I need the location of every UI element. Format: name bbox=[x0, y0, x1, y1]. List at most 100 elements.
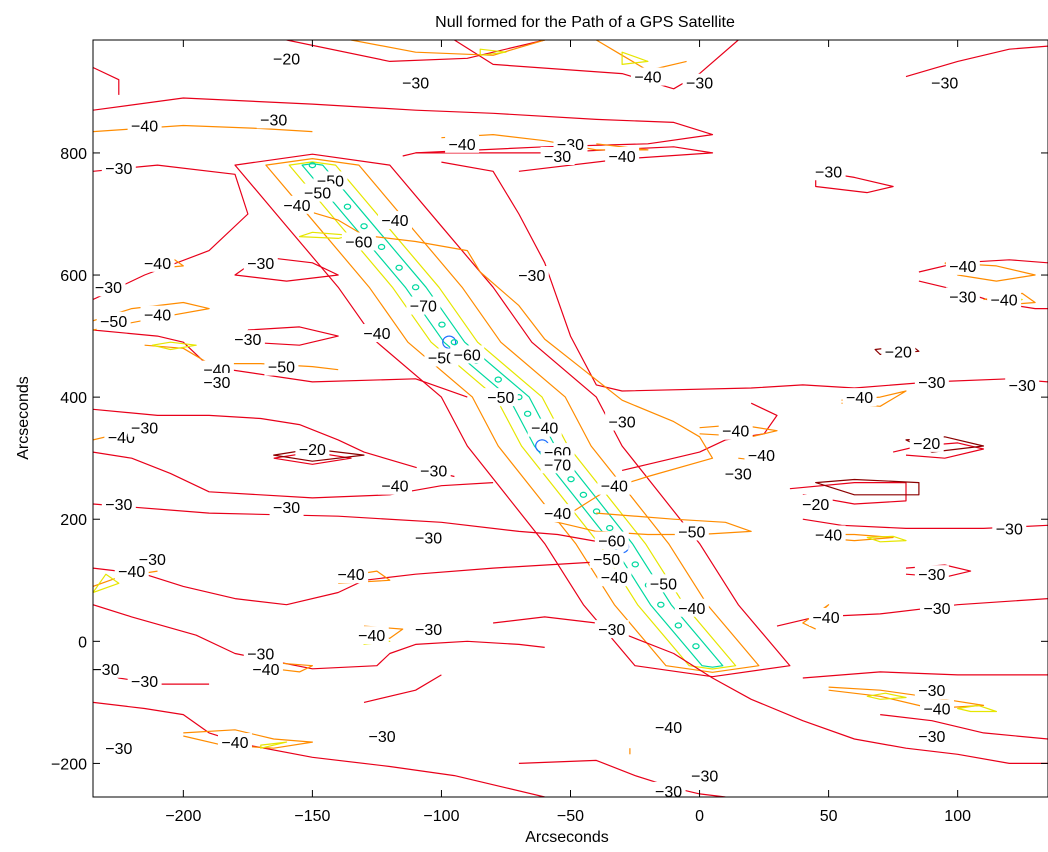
x-tick-label: −100 bbox=[423, 808, 459, 825]
contour-label: −40 bbox=[531, 421, 558, 438]
contour-label: −40 bbox=[991, 292, 1018, 309]
contour-label: −30 bbox=[105, 741, 132, 758]
contour-label-backdrop bbox=[597, 476, 632, 495]
contour-minus-30 bbox=[93, 503, 610, 545]
contour-label-backdrop bbox=[540, 504, 575, 523]
y-tick-label: 400 bbox=[60, 390, 87, 407]
contour-label-backdrop bbox=[445, 134, 480, 153]
x-tick-label: −200 bbox=[165, 808, 201, 825]
contour-ripple bbox=[567, 476, 575, 483]
contour-label: −50 bbox=[428, 350, 455, 367]
contour-valley-40 bbox=[265, 158, 760, 673]
contour-label-backdrop bbox=[721, 464, 756, 483]
contour-label: −40 bbox=[338, 567, 365, 584]
contour-ripple bbox=[692, 643, 700, 650]
contour-label: −30 bbox=[725, 466, 752, 483]
contour-label-backdrop bbox=[101, 159, 136, 178]
contour-ripple bbox=[674, 622, 683, 629]
contour-label: −40 bbox=[748, 448, 775, 465]
contour-minus-40 bbox=[350, 40, 545, 56]
contour-label-backdrop bbox=[540, 455, 575, 474]
contour-label: −40 bbox=[221, 735, 248, 752]
contour-minus-40 bbox=[286, 204, 714, 514]
y-tick-label: 600 bbox=[60, 268, 87, 285]
contour-valley-30 bbox=[234, 153, 791, 678]
contour-label: −30 bbox=[402, 76, 429, 93]
contour-minus-50 bbox=[621, 51, 649, 65]
contour-minus-30 bbox=[93, 561, 597, 606]
contour-label-backdrop bbox=[279, 195, 314, 214]
contour-ripple bbox=[360, 223, 368, 230]
y-axis-ticks: −200 0 200 400 600 800 bbox=[51, 146, 1048, 773]
contour-label-backdrop bbox=[682, 73, 717, 92]
contour-minus-30 bbox=[918, 280, 1048, 310]
contour-minus-30 bbox=[918, 259, 1048, 273]
contour-minus-30 bbox=[363, 674, 442, 703]
contour-ripple bbox=[524, 410, 532, 417]
contour-label: −50 bbox=[100, 314, 127, 331]
contour-label: −40 bbox=[449, 137, 476, 154]
contour-label: −20 bbox=[273, 51, 300, 68]
contour-label-backdrop bbox=[540, 146, 575, 165]
contour-minus-40 bbox=[595, 40, 687, 72]
contour-label-backdrop bbox=[1005, 375, 1040, 394]
contour-label-backdrop bbox=[920, 699, 955, 718]
contour-label: −40 bbox=[363, 326, 390, 343]
contour-label: −30 bbox=[518, 268, 545, 285]
contour-label-backdrop bbox=[96, 311, 131, 330]
contour-valley-60 bbox=[301, 163, 724, 668]
contour-ripple bbox=[438, 321, 446, 328]
contour-label-backdrop bbox=[256, 110, 291, 129]
x-tick-label: 100 bbox=[944, 808, 971, 825]
contour-label: −30 bbox=[691, 769, 718, 786]
contour-label: −50 bbox=[678, 524, 705, 541]
contour-label-backdrop bbox=[140, 253, 175, 272]
contour-label-backdrop bbox=[269, 49, 304, 68]
contour-ripple bbox=[450, 339, 458, 346]
contour-label: −30 bbox=[105, 161, 132, 178]
contour-minus-30 bbox=[815, 170, 894, 194]
contour-label-backdrop bbox=[199, 372, 234, 391]
contour-valley-50 bbox=[288, 161, 737, 670]
contour-label-backdrop bbox=[217, 733, 252, 752]
contour-label: −30 bbox=[260, 112, 287, 129]
contour-label: −30 bbox=[203, 375, 230, 392]
contour-label-backdrop bbox=[927, 73, 962, 92]
contour-label: −50 bbox=[593, 552, 620, 569]
contour-label-backdrop bbox=[909, 433, 944, 452]
contour-minus-50 bbox=[479, 48, 507, 56]
contour-label: −30 bbox=[415, 531, 442, 548]
contour-labels: −20−30 −40 −30 −30−40 −30−40 −30−30 −40−30 −30−… bbox=[88, 49, 1040, 801]
contour-label-backdrop bbox=[101, 494, 136, 513]
contour-label-backdrop bbox=[914, 565, 949, 584]
contour-label: −50 bbox=[268, 360, 295, 377]
contour-label: −30 bbox=[949, 289, 976, 306]
contour-label-backdrop bbox=[114, 562, 149, 581]
y-tick-label: 200 bbox=[60, 512, 87, 529]
y-tick-label: −200 bbox=[51, 756, 87, 773]
contour-minus-50 bbox=[93, 573, 120, 594]
contour-label: −60 bbox=[454, 347, 481, 364]
contour-label-backdrop bbox=[597, 568, 632, 587]
contour-minus-20 bbox=[815, 478, 920, 496]
contour-label: −30 bbox=[247, 647, 274, 664]
contour-label: −20 bbox=[802, 497, 829, 514]
contour-minus-50 bbox=[151, 341, 197, 351]
contour-label-backdrop bbox=[377, 211, 412, 230]
contour-label: −40 bbox=[609, 149, 636, 166]
contour-label: −30 bbox=[105, 497, 132, 514]
contour-label: −40 bbox=[949, 259, 976, 276]
contour-ripple bbox=[494, 376, 502, 383]
contour-label: −40 bbox=[722, 424, 749, 441]
x-tick-label: 0 bbox=[695, 808, 704, 825]
contour-label: −60 bbox=[345, 234, 372, 251]
x-tick-label: −50 bbox=[557, 808, 584, 825]
x-axis-label: Arcseconds bbox=[525, 829, 609, 846]
contour-label: −40 bbox=[144, 308, 171, 325]
contour-label-backdrop bbox=[354, 626, 389, 645]
contour-label-backdrop bbox=[243, 253, 278, 272]
contour-label-backdrop bbox=[914, 372, 949, 391]
contour-minus-30 bbox=[286, 40, 545, 62]
contour-label-backdrop bbox=[881, 342, 916, 361]
